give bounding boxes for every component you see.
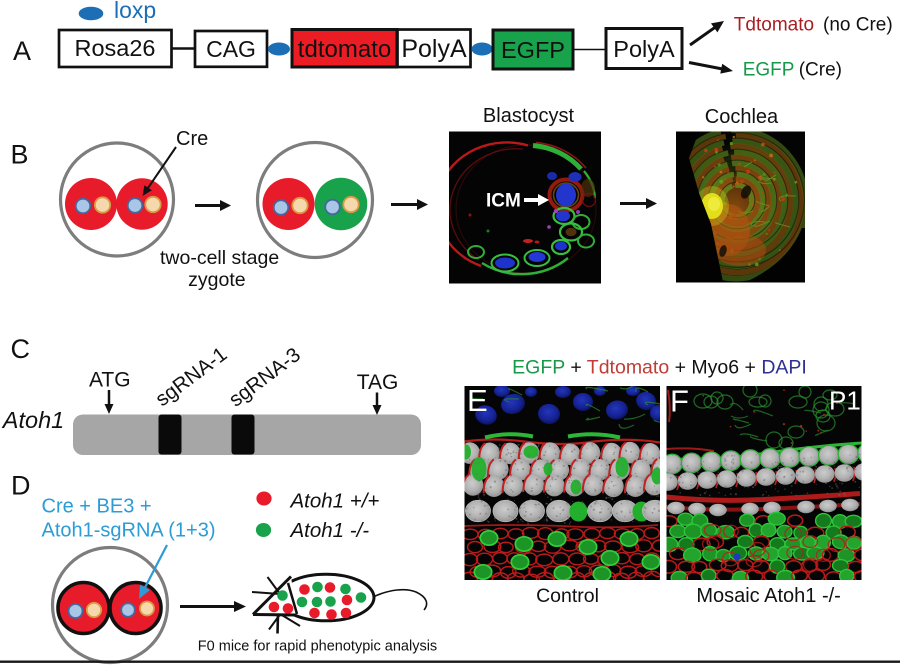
svg-text:ICM: ICM bbox=[486, 191, 521, 212]
svg-text:Control: Control bbox=[536, 585, 599, 607]
svg-text:CAG: CAG bbox=[206, 36, 256, 62]
svg-text:B: B bbox=[11, 140, 29, 170]
svg-text:Cre + BE3 +: Cre + BE3 + bbox=[42, 496, 152, 518]
svg-text:tdtomato: tdtomato bbox=[298, 36, 391, 63]
svg-text:Tdtomato: Tdtomato bbox=[734, 15, 814, 36]
svg-text:(no Cre): (no Cre) bbox=[823, 15, 893, 36]
svg-text:EGFP: EGFP bbox=[501, 37, 565, 63]
svg-text:D: D bbox=[11, 471, 31, 501]
svg-text:F: F bbox=[670, 384, 689, 419]
svg-text:loxp: loxp bbox=[114, 0, 156, 23]
svg-text:(Cre): (Cre) bbox=[799, 60, 842, 81]
svg-text:two-cell stage: two-cell stage bbox=[160, 247, 279, 269]
svg-text:Rosa26: Rosa26 bbox=[75, 35, 156, 61]
svg-text:Atoh1 -/-: Atoh1 -/- bbox=[289, 519, 370, 542]
svg-text:Atoh1-sgRNA (1+3): Atoh1-sgRNA (1+3) bbox=[42, 520, 216, 542]
svg-text:ATG: ATG bbox=[89, 369, 131, 392]
svg-text:PolyA: PolyA bbox=[401, 35, 467, 63]
svg-text:Cochlea: Cochlea bbox=[705, 106, 779, 128]
svg-text:EGFP + Tdtomato + Myo6 + DAPI: EGFP + Tdtomato + Myo6 + DAPI bbox=[512, 357, 807, 379]
svg-text:Cre: Cre bbox=[176, 128, 208, 150]
svg-text:F0 mice for rapid phenotypic a: F0 mice for rapid phenotypic analysis bbox=[198, 639, 437, 655]
svg-text:P1: P1 bbox=[829, 386, 861, 416]
svg-text:zygote: zygote bbox=[188, 269, 245, 291]
svg-text:Blastocyst: Blastocyst bbox=[483, 105, 575, 127]
svg-text:A: A bbox=[13, 36, 31, 66]
svg-text:EGFP: EGFP bbox=[743, 60, 795, 81]
svg-text:PolyA: PolyA bbox=[613, 36, 675, 62]
svg-text:TAG: TAG bbox=[357, 371, 399, 394]
svg-text:C: C bbox=[11, 334, 31, 364]
svg-text:Atoh1 +/+: Atoh1 +/+ bbox=[289, 490, 380, 513]
svg-text:Mosaic Atoh1 -/-: Mosaic Atoh1 -/- bbox=[696, 585, 841, 607]
svg-text:E: E bbox=[467, 383, 488, 418]
svg-text:Atoh1: Atoh1 bbox=[1, 407, 64, 433]
